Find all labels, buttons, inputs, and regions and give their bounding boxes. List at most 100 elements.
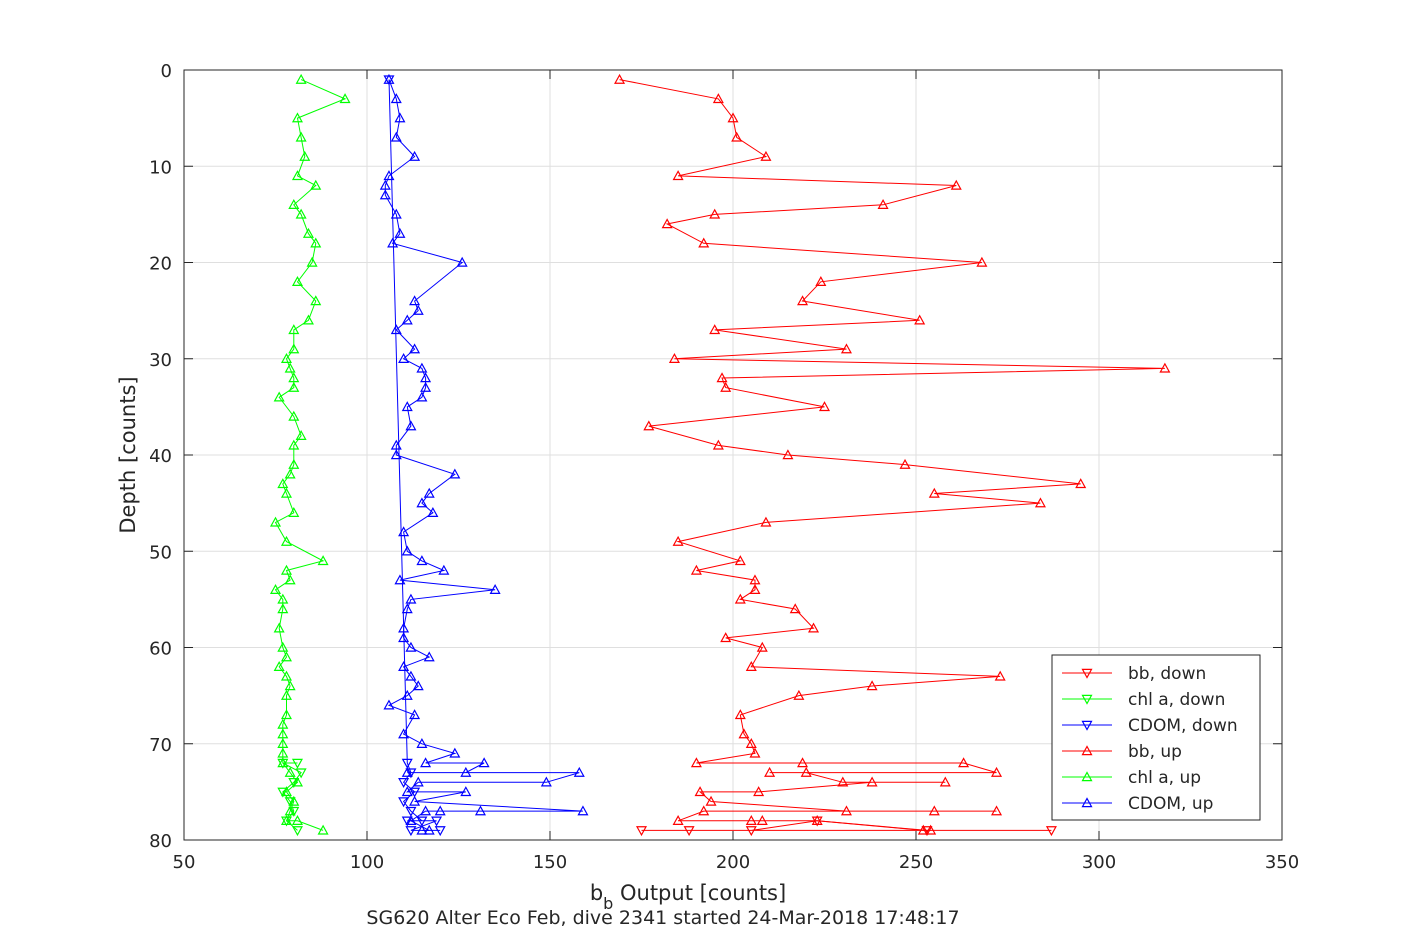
data-point xyxy=(950,179,962,190)
data-point xyxy=(277,593,289,604)
legend-label: bb, down xyxy=(1128,664,1206,684)
data-point xyxy=(720,381,732,392)
data-point xyxy=(277,747,289,758)
data-point xyxy=(277,641,289,652)
data-point xyxy=(731,131,743,142)
data-point xyxy=(284,805,296,816)
x-tick-label: 300 xyxy=(1082,852,1116,873)
data-point xyxy=(383,73,395,84)
data-point xyxy=(690,564,702,575)
data-point xyxy=(317,555,329,566)
data-point xyxy=(800,766,812,777)
data-point xyxy=(291,815,303,825)
data-point xyxy=(416,391,428,402)
data-point xyxy=(994,670,1006,681)
data-point xyxy=(295,208,307,219)
data-point xyxy=(277,787,289,798)
data-point xyxy=(394,112,406,123)
data-point xyxy=(456,256,468,267)
data-point xyxy=(683,826,695,837)
data-point xyxy=(438,564,450,575)
data-point xyxy=(401,758,413,769)
data-point xyxy=(540,776,552,787)
data-point xyxy=(668,353,680,363)
data-point xyxy=(288,372,300,383)
data-point xyxy=(460,766,472,777)
legend-item: CDOM, down xyxy=(1062,716,1238,736)
y-tick-label: 60 xyxy=(149,639,172,660)
figure-caption: SG620 Alter Eco Feb, dive 2341 started 2… xyxy=(366,907,959,929)
data-point xyxy=(387,237,399,248)
data-point xyxy=(379,179,391,190)
legend-marker xyxy=(1081,745,1093,756)
data-point xyxy=(705,795,717,806)
data-point xyxy=(745,815,757,825)
legend-marker xyxy=(1081,720,1093,731)
data-point xyxy=(405,641,417,652)
data-point xyxy=(991,766,1003,777)
data-point xyxy=(269,516,282,527)
data-point xyxy=(899,458,911,469)
data-point xyxy=(756,641,768,652)
legend-marker xyxy=(1081,797,1093,808)
data-point xyxy=(383,170,395,181)
y-tick-label: 10 xyxy=(149,157,172,178)
data-point xyxy=(412,680,424,691)
data-point xyxy=(288,381,300,392)
data-point xyxy=(291,758,303,769)
data-point xyxy=(789,603,801,614)
legend-label: CDOM, down xyxy=(1128,716,1238,736)
data-point xyxy=(390,208,402,219)
data-point xyxy=(405,420,417,431)
data-point xyxy=(928,805,940,816)
data-point xyxy=(577,805,589,816)
data-point xyxy=(420,381,432,392)
data-point xyxy=(291,170,303,181)
data-point xyxy=(310,179,322,190)
data-point xyxy=(280,353,292,363)
y-axis-label: Depth [counts] xyxy=(116,376,140,533)
data-point xyxy=(877,199,889,209)
data-point xyxy=(409,150,421,161)
data-point xyxy=(317,824,329,835)
x-axis-label-rest: Output [counts] xyxy=(613,881,786,905)
y-tick-label: 30 xyxy=(149,350,172,371)
x-axis-label-subscript: b xyxy=(603,894,613,913)
data-point xyxy=(734,555,746,566)
data-point xyxy=(401,603,413,614)
data-point xyxy=(745,826,757,837)
data-point xyxy=(405,806,417,817)
data-point xyxy=(745,661,757,671)
data-point xyxy=(690,757,702,768)
data-point xyxy=(749,574,761,585)
data-point xyxy=(398,632,410,643)
data-point xyxy=(709,324,721,335)
data-point xyxy=(749,747,761,758)
data-point xyxy=(401,545,413,556)
data-point xyxy=(449,747,461,758)
data-point xyxy=(390,324,402,335)
data-point xyxy=(840,805,852,816)
data-point xyxy=(797,295,809,306)
data-point xyxy=(672,815,684,825)
data-point xyxy=(818,401,831,412)
y-tick-label: 50 xyxy=(149,542,172,563)
data-point xyxy=(573,766,585,777)
data-point xyxy=(643,420,655,431)
series-3 xyxy=(614,73,1171,835)
x-tick-label: 100 xyxy=(350,852,384,873)
y-tick-label: 40 xyxy=(149,446,172,467)
data-point xyxy=(423,651,435,662)
data-point xyxy=(302,314,314,325)
data-point xyxy=(273,622,285,633)
data-point xyxy=(295,768,307,779)
data-point xyxy=(614,73,626,84)
data-point xyxy=(1034,497,1046,508)
data-point xyxy=(394,227,406,238)
data-point xyxy=(284,574,296,585)
data-point xyxy=(288,410,300,421)
data-point xyxy=(939,776,951,787)
data-point xyxy=(398,526,410,537)
data-point xyxy=(398,661,410,671)
